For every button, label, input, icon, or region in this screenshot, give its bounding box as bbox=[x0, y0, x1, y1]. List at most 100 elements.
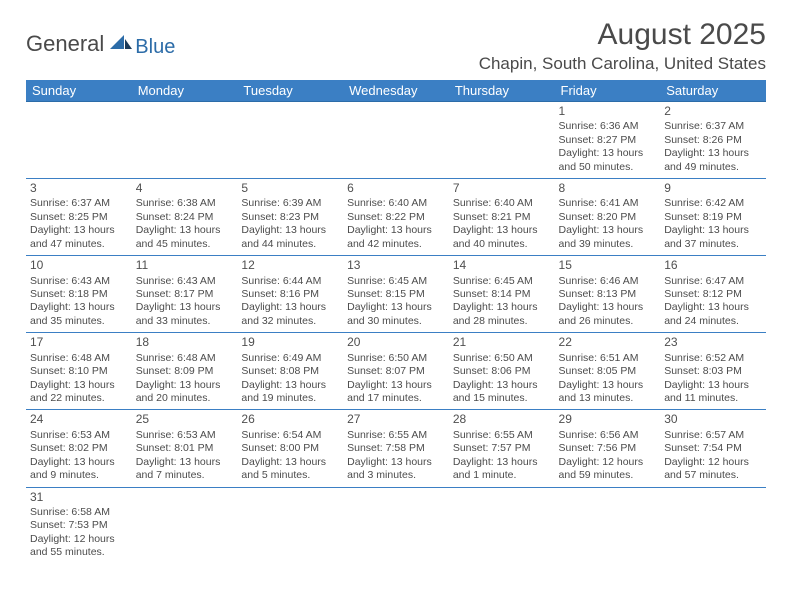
sunrise-text: Sunrise: 6:48 AM bbox=[30, 352, 128, 365]
daylight-text: and 45 minutes. bbox=[136, 238, 234, 251]
sunrise-text: Sunrise: 6:45 AM bbox=[347, 275, 445, 288]
sunrise-text: Sunrise: 6:51 AM bbox=[559, 352, 657, 365]
daylight-text: Daylight: 13 hours bbox=[453, 301, 551, 314]
sunrise-text: Sunrise: 6:56 AM bbox=[559, 429, 657, 442]
sunset-text: Sunset: 8:26 PM bbox=[664, 134, 762, 147]
sunset-text: Sunset: 8:19 PM bbox=[664, 211, 762, 224]
sunset-text: Sunset: 8:06 PM bbox=[453, 365, 551, 378]
calendar-empty-cell bbox=[343, 487, 449, 564]
sunrise-text: Sunrise: 6:40 AM bbox=[453, 197, 551, 210]
daylight-text: and 35 minutes. bbox=[30, 315, 128, 328]
calendar-day-cell: 28Sunrise: 6:55 AMSunset: 7:57 PMDayligh… bbox=[449, 410, 555, 487]
daylight-text: and 44 minutes. bbox=[241, 238, 339, 251]
daylight-text: and 19 minutes. bbox=[241, 392, 339, 405]
calendar-week-row: 1Sunrise: 6:36 AMSunset: 8:27 PMDaylight… bbox=[26, 102, 766, 179]
day-number: 16 bbox=[664, 258, 762, 273]
daylight-text: and 59 minutes. bbox=[559, 469, 657, 482]
sunset-text: Sunset: 8:27 PM bbox=[559, 134, 657, 147]
day-number: 21 bbox=[453, 335, 551, 350]
sunset-text: Sunset: 8:25 PM bbox=[30, 211, 128, 224]
daylight-text: Daylight: 13 hours bbox=[241, 456, 339, 469]
sunset-text: Sunset: 7:57 PM bbox=[453, 442, 551, 455]
daylight-text: Daylight: 13 hours bbox=[30, 301, 128, 314]
calendar-table: SundayMondayTuesdayWednesdayThursdayFrid… bbox=[26, 80, 766, 564]
daylight-text: and 3 minutes. bbox=[347, 469, 445, 482]
weekday-header: Thursday bbox=[449, 80, 555, 102]
day-number: 1 bbox=[559, 104, 657, 119]
calendar-day-cell: 14Sunrise: 6:45 AMSunset: 8:14 PMDayligh… bbox=[449, 256, 555, 333]
sunset-text: Sunset: 8:02 PM bbox=[30, 442, 128, 455]
daylight-text: and 15 minutes. bbox=[453, 392, 551, 405]
calendar-empty-cell bbox=[26, 102, 132, 179]
daylight-text: Daylight: 13 hours bbox=[453, 456, 551, 469]
weekday-header: Saturday bbox=[660, 80, 766, 102]
sunset-text: Sunset: 8:08 PM bbox=[241, 365, 339, 378]
day-number: 5 bbox=[241, 181, 339, 196]
calendar-day-cell: 7Sunrise: 6:40 AMSunset: 8:21 PMDaylight… bbox=[449, 179, 555, 256]
daylight-text: Daylight: 13 hours bbox=[136, 224, 234, 237]
calendar-day-cell: 2Sunrise: 6:37 AMSunset: 8:26 PMDaylight… bbox=[660, 102, 766, 179]
calendar-day-cell: 11Sunrise: 6:43 AMSunset: 8:17 PMDayligh… bbox=[132, 256, 238, 333]
calendar-day-cell: 9Sunrise: 6:42 AMSunset: 8:19 PMDaylight… bbox=[660, 179, 766, 256]
sunset-text: Sunset: 8:13 PM bbox=[559, 288, 657, 301]
sunset-text: Sunset: 8:01 PM bbox=[136, 442, 234, 455]
calendar-week-row: 24Sunrise: 6:53 AMSunset: 8:02 PMDayligh… bbox=[26, 410, 766, 487]
calendar-day-cell: 31Sunrise: 6:58 AMSunset: 7:53 PMDayligh… bbox=[26, 487, 132, 564]
sunset-text: Sunset: 8:03 PM bbox=[664, 365, 762, 378]
day-number: 25 bbox=[136, 412, 234, 427]
daylight-text: and 9 minutes. bbox=[30, 469, 128, 482]
sunrise-text: Sunrise: 6:44 AM bbox=[241, 275, 339, 288]
day-number: 8 bbox=[559, 181, 657, 196]
daylight-text: and 17 minutes. bbox=[347, 392, 445, 405]
day-number: 23 bbox=[664, 335, 762, 350]
weekday-header: Sunday bbox=[26, 80, 132, 102]
calendar-day-cell: 12Sunrise: 6:44 AMSunset: 8:16 PMDayligh… bbox=[237, 256, 343, 333]
sunset-text: Sunset: 7:58 PM bbox=[347, 442, 445, 455]
calendar-day-cell: 16Sunrise: 6:47 AMSunset: 8:12 PMDayligh… bbox=[660, 256, 766, 333]
daylight-text: and 28 minutes. bbox=[453, 315, 551, 328]
daylight-text: Daylight: 13 hours bbox=[347, 379, 445, 392]
sunrise-text: Sunrise: 6:57 AM bbox=[664, 429, 762, 442]
calendar-week-row: 17Sunrise: 6:48 AMSunset: 8:10 PMDayligh… bbox=[26, 333, 766, 410]
daylight-text: and 7 minutes. bbox=[136, 469, 234, 482]
daylight-text: and 13 minutes. bbox=[559, 392, 657, 405]
calendar-header-row: SundayMondayTuesdayWednesdayThursdayFrid… bbox=[26, 80, 766, 102]
daylight-text: and 57 minutes. bbox=[664, 469, 762, 482]
calendar-day-cell: 24Sunrise: 6:53 AMSunset: 8:02 PMDayligh… bbox=[26, 410, 132, 487]
sunrise-text: Sunrise: 6:47 AM bbox=[664, 275, 762, 288]
day-number: 18 bbox=[136, 335, 234, 350]
weekday-header: Friday bbox=[555, 80, 661, 102]
calendar-day-cell: 4Sunrise: 6:38 AMSunset: 8:24 PMDaylight… bbox=[132, 179, 238, 256]
month-year-title: August 2025 bbox=[479, 18, 766, 52]
calendar-day-cell: 22Sunrise: 6:51 AMSunset: 8:05 PMDayligh… bbox=[555, 333, 661, 410]
day-number: 2 bbox=[664, 104, 762, 119]
sunset-text: Sunset: 8:16 PM bbox=[241, 288, 339, 301]
calendar-day-cell: 13Sunrise: 6:45 AMSunset: 8:15 PMDayligh… bbox=[343, 256, 449, 333]
sunset-text: Sunset: 8:24 PM bbox=[136, 211, 234, 224]
daylight-text: Daylight: 12 hours bbox=[559, 456, 657, 469]
sunrise-text: Sunrise: 6:53 AM bbox=[136, 429, 234, 442]
daylight-text: and 50 minutes. bbox=[559, 161, 657, 174]
sunset-text: Sunset: 8:17 PM bbox=[136, 288, 234, 301]
sunrise-text: Sunrise: 6:50 AM bbox=[453, 352, 551, 365]
calendar-empty-cell bbox=[237, 487, 343, 564]
sunset-text: Sunset: 8:23 PM bbox=[241, 211, 339, 224]
daylight-text: Daylight: 13 hours bbox=[664, 301, 762, 314]
sunset-text: Sunset: 7:53 PM bbox=[30, 519, 128, 532]
day-number: 31 bbox=[30, 490, 128, 505]
daylight-text: Daylight: 13 hours bbox=[136, 456, 234, 469]
calendar-body: 1Sunrise: 6:36 AMSunset: 8:27 PMDaylight… bbox=[26, 102, 766, 564]
sunrise-text: Sunrise: 6:50 AM bbox=[347, 352, 445, 365]
daylight-text: Daylight: 13 hours bbox=[30, 456, 128, 469]
sunset-text: Sunset: 8:09 PM bbox=[136, 365, 234, 378]
sunset-text: Sunset: 7:54 PM bbox=[664, 442, 762, 455]
calendar-day-cell: 3Sunrise: 6:37 AMSunset: 8:25 PMDaylight… bbox=[26, 179, 132, 256]
calendar-empty-cell bbox=[660, 487, 766, 564]
daylight-text: and 42 minutes. bbox=[347, 238, 445, 251]
daylight-text: and 22 minutes. bbox=[30, 392, 128, 405]
daylight-text: Daylight: 13 hours bbox=[559, 224, 657, 237]
daylight-text: Daylight: 13 hours bbox=[347, 301, 445, 314]
sunrise-text: Sunrise: 6:58 AM bbox=[30, 506, 128, 519]
sunset-text: Sunset: 7:56 PM bbox=[559, 442, 657, 455]
document-header: General Blue August 2025 Chapin, South C… bbox=[26, 18, 766, 74]
